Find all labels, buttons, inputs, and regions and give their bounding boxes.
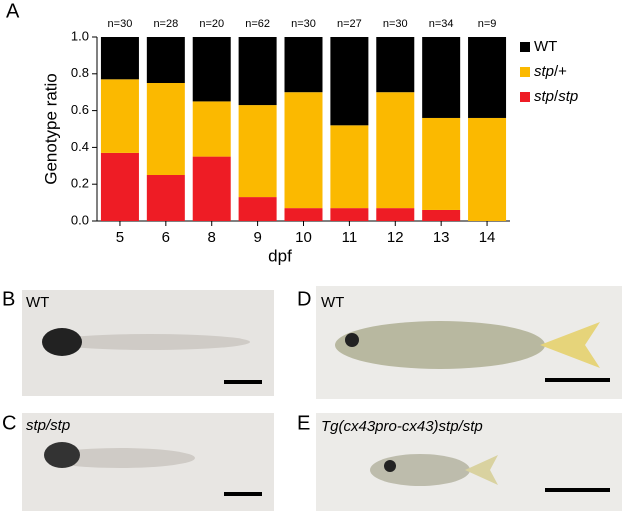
panel-caption: WT [26,294,49,311]
bar-segment [100,152,139,221]
bar-segment [376,37,415,93]
x-tick-label: 12 [387,229,404,246]
scale-bar [545,378,610,382]
bar-segment [238,37,277,106]
y-tick-label: 0.2 [71,176,89,191]
scale-bar [224,380,262,384]
bar-segment [468,37,507,118]
bar-segment [192,37,231,102]
bar-segment [192,101,231,157]
panel-caption: stp/stp [26,417,70,434]
larva-head [44,442,80,468]
bar-segment [330,125,369,209]
bar-segment [468,117,507,221]
bar-segment [376,208,415,221]
y-tick-label: 0.4 [71,139,89,154]
panel-label: E [297,412,310,434]
annotation: n=62 [245,18,270,30]
annotation: n=27 [337,18,362,30]
annotation: n=28 [153,18,178,30]
x-tick-label: 6 [162,229,170,246]
legend-label: stp/stp [534,88,578,105]
panel-label: D [297,288,311,310]
fish-tail [540,322,600,368]
legend-swatch [520,92,530,102]
bar-segment [192,156,231,221]
scale-bar [224,492,262,496]
x-tick-label: 13 [433,229,450,246]
panel-label: C [2,412,16,434]
x-tick-label: 9 [253,229,261,246]
annotation: n=30 [383,18,408,30]
bar-segment [422,37,461,118]
bar-segment [100,79,139,153]
bar-segment [146,175,185,221]
fish-eye [345,333,359,347]
x-tick-label: 5 [116,229,124,246]
fish [335,321,545,369]
fish [370,454,470,486]
legend-label: stp/+ [534,63,567,80]
y-axis-label: Genotype ratio [41,73,60,185]
annotation: n=34 [429,18,454,30]
bar-segment [422,117,461,210]
x-tick-label: 10 [295,229,312,246]
y-tick-label: 0.6 [71,102,89,117]
bar-segment [330,37,369,126]
legend-swatch [520,67,530,77]
fish-tail [465,455,498,485]
annotation: n=30 [291,18,316,30]
bar-segment [238,197,277,221]
panel-caption: Tg(cx43pro-cx43)stp/stp [321,418,483,435]
bar-segment [146,83,185,175]
y-tick-label: 1.0 [71,28,89,43]
x-tick-label: 8 [208,229,216,246]
bar-segment [376,92,415,209]
panel-caption: WT [321,294,344,311]
bar-segment [146,37,185,83]
y-tick-label: 0.8 [71,65,89,80]
larva [50,334,250,350]
panel-label: A [6,0,20,22]
legend-swatch [520,42,530,52]
annotation: n=30 [108,18,133,30]
x-tick-label: 14 [479,229,496,246]
legend-label: WT [534,38,557,55]
fish-eye [384,460,396,472]
x-tick-label: 11 [342,229,358,246]
bar-segment [330,208,369,221]
bar-segment [284,208,323,221]
bar-segment [100,37,139,80]
larva [45,448,195,468]
bar-segment [422,209,461,221]
annotation: n=9 [478,18,497,30]
panel-label: B [2,288,15,310]
larva-head [42,328,82,356]
x-axis-label: dpf [268,246,292,265]
photo-panels [22,286,622,511]
bar-segment [238,105,277,198]
bar-segment [284,92,323,209]
photo-e [316,413,622,511]
bar-segment [284,37,323,93]
scale-bar [545,488,610,492]
y-tick-label: 0.0 [71,212,89,227]
annotation: n=20 [199,18,224,30]
